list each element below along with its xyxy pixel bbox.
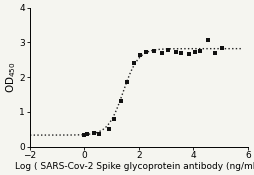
Point (82, 134, 86, 136)
Point (124, 81, 128, 84)
Point (138, 53, 142, 56)
Point (212, 51, 216, 54)
Point (197, 49, 201, 52)
Point (97, 132, 101, 135)
Point (179, 51, 183, 54)
Point (173, 50, 177, 53)
Point (160, 51, 164, 54)
Point (131, 61, 135, 64)
Point (151, 49, 155, 52)
Point (143, 51, 147, 54)
Point (112, 118, 116, 121)
Point (119, 100, 123, 103)
Point (219, 47, 223, 50)
X-axis label: Log ( SARS-Cov-2 Spike glycoprotein antibody (ng/ml)): Log ( SARS-Cov-2 Spike glycoprotein anti… (15, 162, 254, 171)
Point (187, 53, 191, 56)
Point (106, 127, 110, 130)
Point (192, 50, 196, 53)
Point (92, 132, 96, 135)
Point (85, 133, 89, 135)
Y-axis label: OD$_{450}$: OD$_{450}$ (4, 61, 18, 93)
Point (165, 49, 169, 51)
Point (205, 38, 210, 41)
